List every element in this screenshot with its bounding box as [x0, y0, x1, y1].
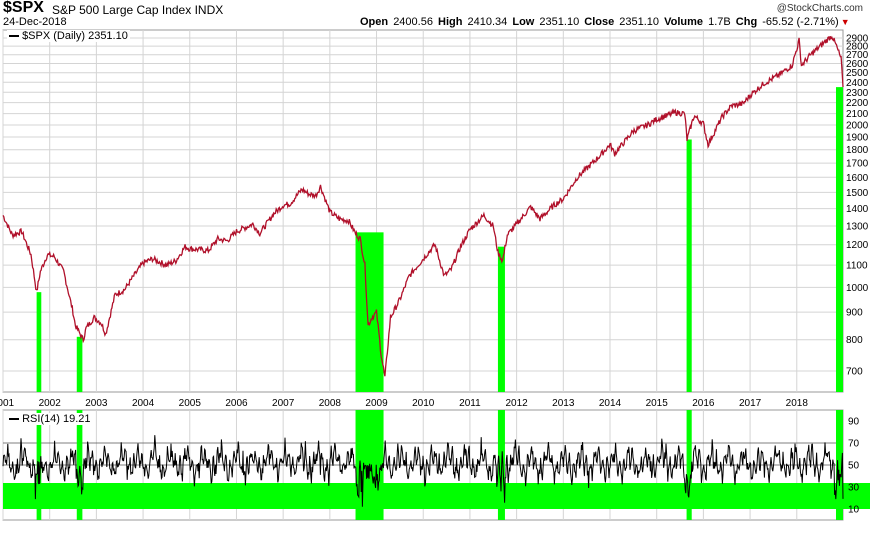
chg-label: Chg: [735, 16, 758, 28]
x-tick-label: 2017: [739, 398, 762, 409]
low-value: 2351.10: [539, 16, 580, 28]
x-tick-label: 2011: [459, 398, 481, 409]
security-name: S&P 500 Large Cap Index INDX: [52, 3, 223, 17]
grid-lines: [2, 29, 844, 521]
y-tick-label: 2200: [846, 98, 869, 109]
highlight-bar: [36, 292, 42, 392]
price-legend: $SPX (Daily) 2351.10: [7, 30, 130, 42]
y-tick-label: 1100: [846, 261, 868, 272]
volume-label: Volume: [664, 16, 704, 28]
rsi-y-tick-label: 10: [848, 505, 860, 516]
rsi-legend-text: RSI(14) 19.21: [22, 413, 91, 425]
y-tick-label: 1700: [846, 159, 869, 170]
down-triangle-icon: ▼: [840, 17, 850, 27]
x-tick-label: 2009: [365, 398, 388, 409]
open-value: 2400.56: [393, 16, 433, 28]
x-tick-label: 2003: [85, 398, 108, 409]
highlight-bars: [3, 87, 870, 520]
y-tick-label: 700: [846, 367, 863, 378]
x-tick-label: 2013: [552, 398, 575, 409]
y-tick-label: 1800: [846, 145, 869, 156]
y-tick-label: 1900: [846, 133, 869, 144]
price-line: [2, 35, 844, 377]
exchange-label: INDX: [194, 3, 224, 17]
high-label: High: [438, 16, 463, 28]
volume-value: 1.7B: [708, 16, 731, 28]
rsi-highlight-bar: [686, 410, 692, 520]
x-tick-label: 2002: [39, 398, 62, 409]
y-tick-label: 900: [846, 308, 863, 319]
rsi-highlight-bar: [835, 410, 843, 520]
x-tick-label: 2008: [319, 398, 342, 409]
x-tick-label: 2014: [599, 398, 622, 409]
rsi-y-tick-label: 30: [848, 483, 860, 494]
y-tick-label: 1200: [846, 240, 869, 251]
y-tick-label: 1500: [846, 188, 869, 199]
y-tick-label: 2900: [846, 33, 869, 44]
y-tick-label: 2700: [846, 50, 869, 61]
legend-line-icon: [9, 418, 19, 421]
highlight-bar: [76, 336, 83, 392]
rsi-highlight-bar: [76, 410, 83, 520]
rsi-y-tick-label: 90: [848, 417, 860, 428]
y-tick-label: 2800: [846, 42, 869, 53]
open-label: Open: [360, 16, 389, 28]
security-name-text: S&P 500 Large Cap Index: [52, 3, 192, 17]
y-tick-label: 2000: [846, 121, 869, 132]
x-tick-label: 2012: [505, 398, 528, 409]
y-tick-label: 2300: [846, 88, 869, 99]
rsi-y-tick-label: 70: [848, 439, 860, 450]
rsi-y-tick-label: 50: [848, 461, 860, 472]
highlight-bar: [835, 87, 843, 392]
x-tick-label: 2010: [412, 398, 435, 409]
high-value: 2410.34: [467, 16, 508, 28]
chart-header: $SPX S&P 500 Large Cap Index INDX 24-Dec…: [0, 0, 875, 30]
highlight-bar: [686, 139, 692, 392]
y-tick-label: 1300: [846, 221, 869, 232]
rsi-oversold-band: [3, 483, 870, 509]
highlight-bar: [497, 246, 505, 392]
x-tick-label: 2015: [646, 398, 669, 409]
rsi-series: [2, 435, 844, 507]
y-tick-label: 2600: [846, 59, 869, 70]
legend-line-icon: [9, 35, 19, 38]
highlight-bar: [355, 232, 384, 392]
y-tick-label: 1400: [846, 204, 869, 215]
chart-date: 24-Dec-2018: [3, 16, 67, 28]
stockcharts-credit[interactable]: @StockCharts.com: [776, 3, 863, 14]
y-tick-label: 2100: [846, 109, 869, 120]
quote-bar: Open 2400.56 High 2410.34 Low 2351.10 Cl…: [360, 16, 852, 28]
x-tick-label: 2005: [179, 398, 202, 409]
close-value: 2351.10: [619, 16, 660, 28]
rsi-line: [2, 435, 844, 507]
y-tick-label: 1600: [846, 173, 869, 184]
ticker-symbol: $SPX: [3, 0, 44, 16]
y-tick-label: 2500: [846, 68, 869, 79]
low-label: Low: [512, 16, 535, 28]
x-tick-label: 2004: [132, 398, 155, 409]
close-label: Close: [584, 16, 615, 28]
price-series: [2, 35, 844, 377]
y-tick-label: 1000: [846, 283, 869, 294]
price-legend-text: $SPX (Daily) 2351.10: [22, 30, 128, 42]
x-tick-label: 2018: [786, 398, 809, 409]
chg-value: -65.52 (-2.71%): [762, 16, 839, 28]
x-tick-label: 2016: [692, 398, 715, 409]
x-tick-label: 2007: [272, 398, 295, 409]
y-tick-label: 2400: [846, 78, 869, 89]
x-tick-label: 2006: [225, 398, 248, 409]
rsi-legend: RSI(14) 19.21: [7, 413, 93, 425]
y-tick-label: 800: [846, 335, 863, 346]
